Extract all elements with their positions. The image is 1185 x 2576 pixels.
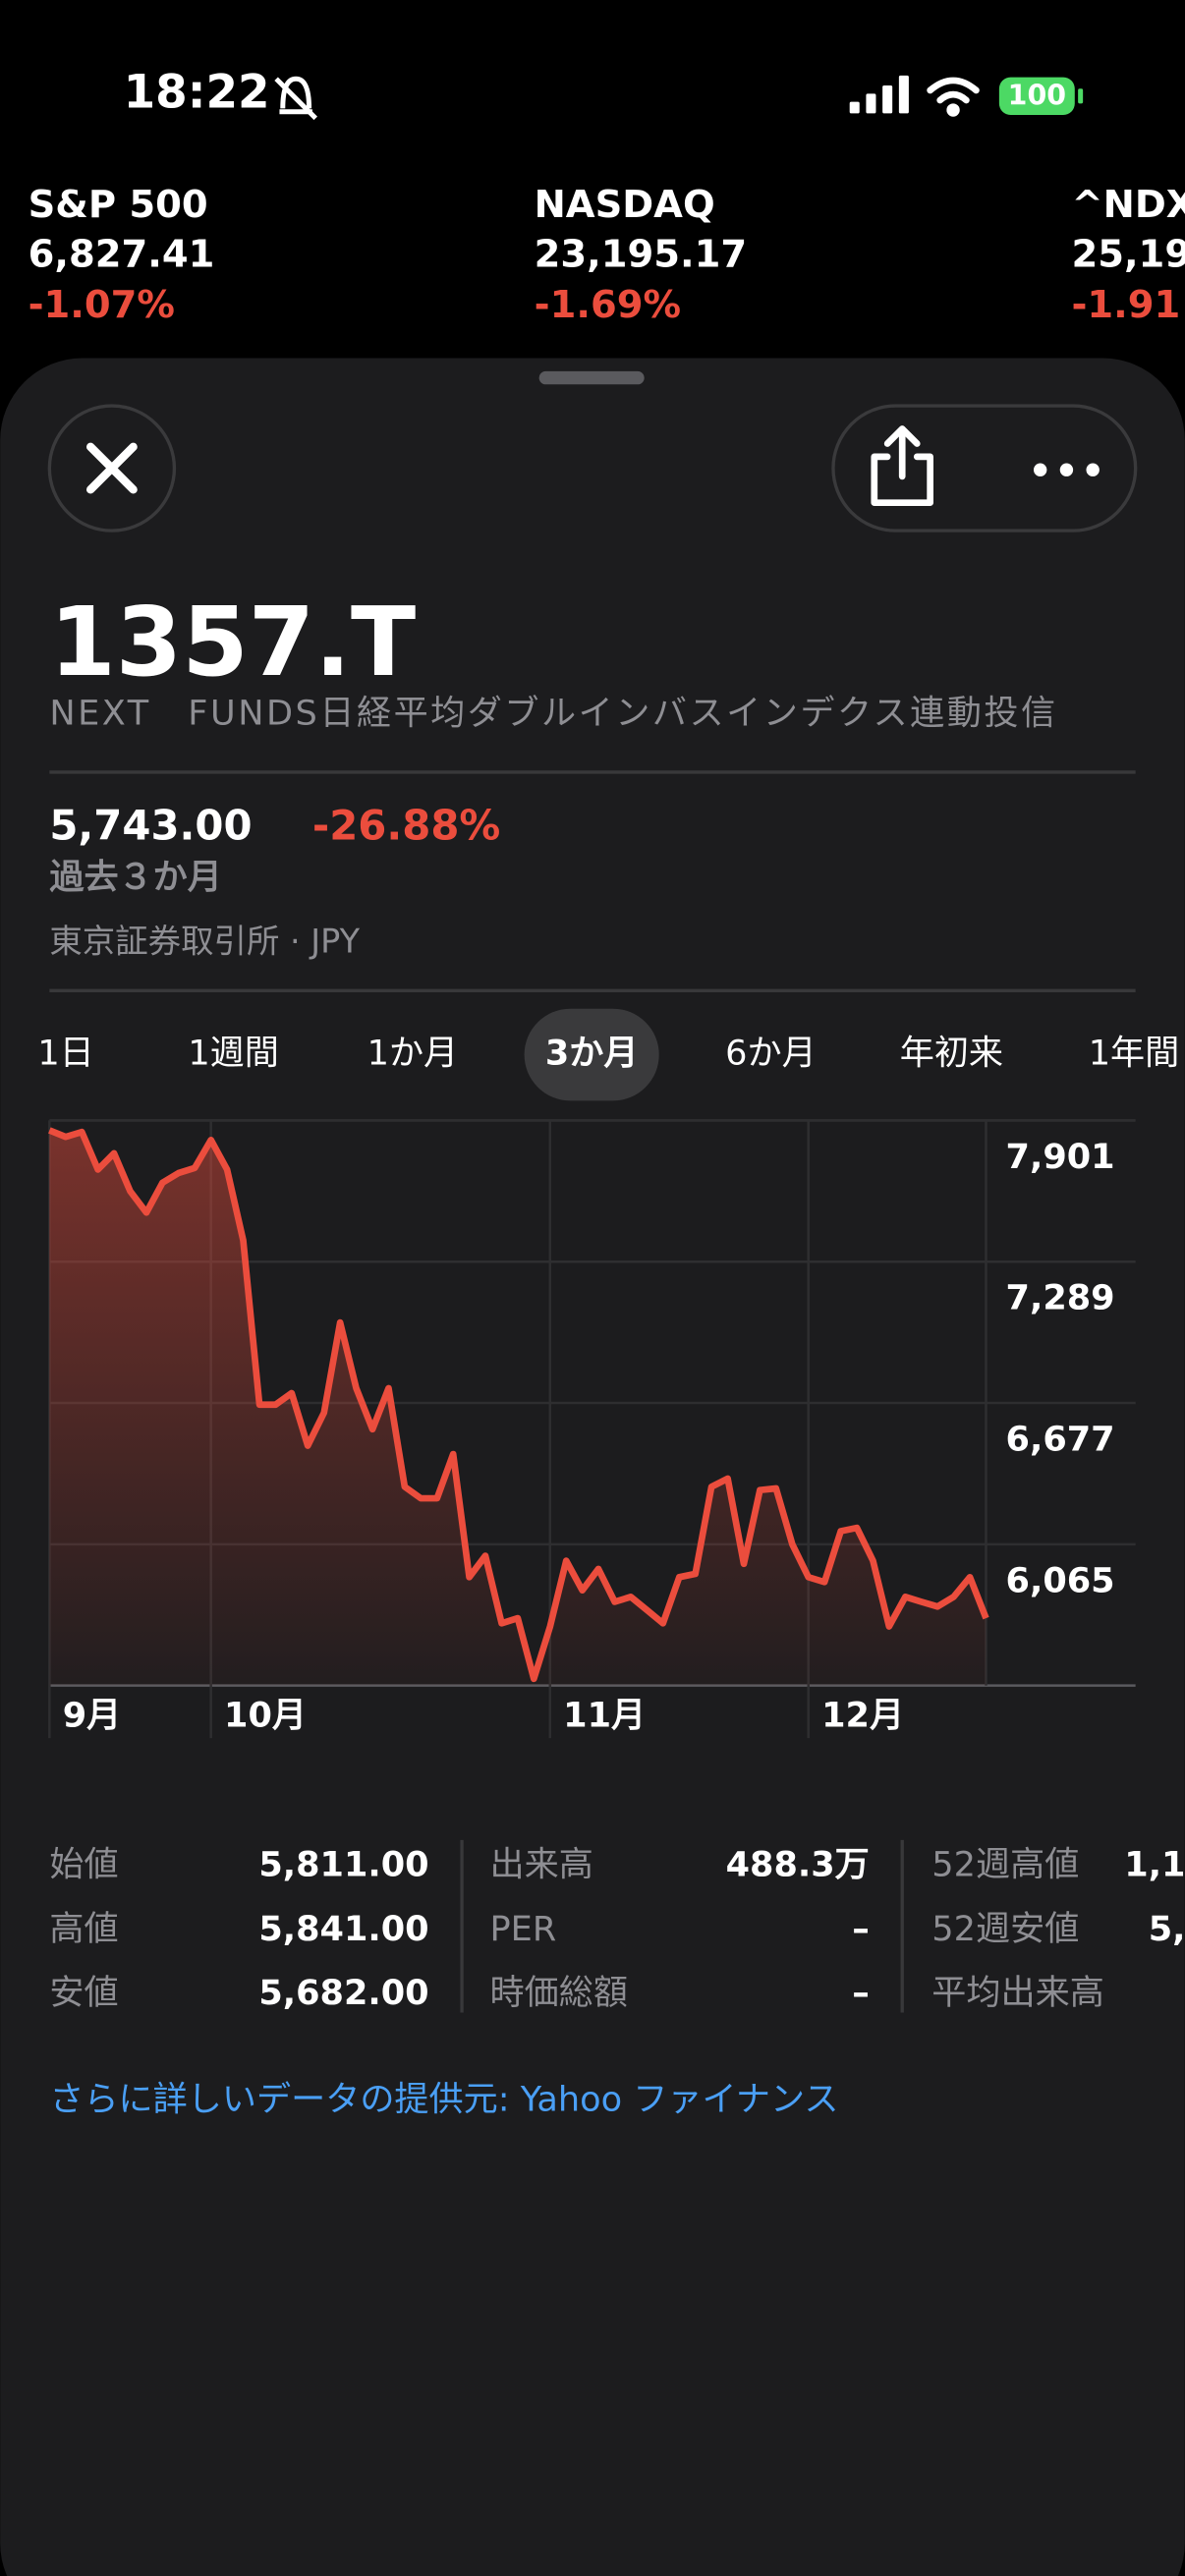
ticker-symbol: S&P 500 xyxy=(28,183,208,227)
stat-value: 488.3万 xyxy=(726,1845,870,1885)
symbol: 1357.T xyxy=(49,587,416,698)
period: 過去３か月 xyxy=(49,858,222,898)
range-option[interactable]: 3か月 xyxy=(545,1034,639,1074)
sheet xyxy=(0,358,1185,2576)
y-tick-label: 6,677 xyxy=(1006,1420,1115,1460)
stat-label: 52週安値 xyxy=(931,1909,1079,1949)
range-option[interactable]: 1週間 xyxy=(188,1034,279,1074)
ticker-symbol: ^NDX xyxy=(1071,183,1185,227)
x-tick-label: 11月 xyxy=(563,1695,646,1735)
stat-label: 出来高 xyxy=(489,1845,592,1885)
close-icon xyxy=(85,442,138,494)
y-tick-label: 7,901 xyxy=(1006,1137,1115,1177)
price: 5,743.00 xyxy=(49,801,252,849)
battery xyxy=(998,77,1075,116)
change: -26.88% xyxy=(312,801,500,849)
stat-label: 52週高値 xyxy=(931,1845,1079,1885)
area-fill xyxy=(49,1130,987,1686)
ticker-strip[interactable]: S&P 500 6,827.41 -1.07% NASDAQ 23,195.17 -1.6… xyxy=(28,183,1185,327)
chart: 7,901 7,289 6,677 6,065 9月 10月 11月 12月 xyxy=(48,1119,1136,1739)
battery-level: 100 xyxy=(1008,80,1066,112)
source-link[interactable]: さらに詳しいデータの提供元: Yahoo ファイナンス xyxy=(49,2080,838,2120)
y-tick-label: 7,289 xyxy=(1006,1278,1115,1318)
clock: 18:22 xyxy=(124,66,270,119)
ticker-price: 23,195.17 xyxy=(535,232,748,276)
ticker-change: -1.69% xyxy=(535,283,681,327)
range-option[interactable]: 1日 xyxy=(37,1034,93,1074)
y-tick-label: 6,065 xyxy=(1006,1560,1115,1600)
x-tick-label: 12月 xyxy=(821,1695,904,1735)
ticker-price: 25,19 xyxy=(1071,232,1185,276)
share-button[interactable] xyxy=(871,425,933,507)
stat-value: 1,17 xyxy=(1124,1845,1185,1885)
stat-value: 5,841.00 xyxy=(258,1909,428,1949)
wifi-icon xyxy=(927,77,980,117)
ticker-change: -1.91 xyxy=(1071,283,1180,327)
range-option[interactable]: 1か月 xyxy=(367,1034,459,1074)
stat-value: 5,682.00 xyxy=(258,1973,428,2013)
stat-label: 始値 xyxy=(49,1845,118,1885)
stat-label: 高値 xyxy=(49,1909,118,1949)
more-button[interactable] xyxy=(1033,463,1100,476)
stat-label: 平均出来高 xyxy=(931,1973,1104,2013)
fund-name: NEXT FUNDS日経平均ダブルインバスインデクス連動投信 xyxy=(49,693,1057,733)
stat-label: 時価総額 xyxy=(489,1973,627,2013)
price-line xyxy=(48,1127,989,1683)
x-tick-label: 9月 xyxy=(63,1695,122,1735)
stat-label: 安値 xyxy=(49,1973,118,2013)
signal-icon xyxy=(849,75,909,114)
grabber[interactable] xyxy=(538,370,645,385)
stat-label: PER xyxy=(489,1909,556,1949)
mute-icon xyxy=(274,76,318,121)
stat-value: – xyxy=(852,1973,870,2013)
ticker-change: -1.07% xyxy=(28,283,175,327)
stat-value: – xyxy=(852,1909,870,1949)
ticker-symbol: NASDAQ xyxy=(535,183,715,227)
range-option[interactable]: 6か月 xyxy=(725,1034,817,1074)
range-selector: 1日 1週間 1か月 3か月 6か月 年初来 1年間 xyxy=(37,1008,1180,1101)
exchange: 東京証券取引所 · JPY xyxy=(49,922,360,960)
ticker-price: 6,827.41 xyxy=(28,232,215,276)
x-tick-label: 10月 xyxy=(224,1695,307,1735)
battery-tip xyxy=(1078,88,1084,104)
stat-value: 5,811.00 xyxy=(258,1845,428,1885)
stat-value: 5,4 xyxy=(1149,1909,1185,1949)
range-option[interactable]: 1年間 xyxy=(1089,1034,1180,1074)
range-option[interactable]: 年初来 xyxy=(900,1034,1003,1074)
stats: 始値 5,811.00 高値 5,841.00 安値 5,682.00 出来高 488.3万 P… xyxy=(49,1845,1185,2013)
range-selected xyxy=(524,1008,659,1101)
